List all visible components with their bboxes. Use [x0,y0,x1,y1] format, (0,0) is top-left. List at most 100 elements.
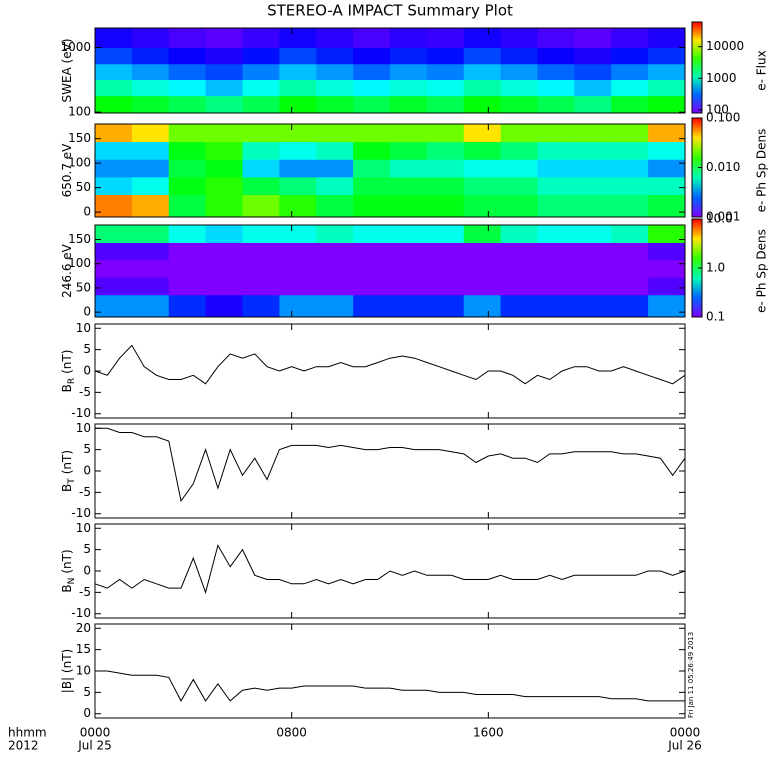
heatmap-cell [242,294,280,318]
heatmap-cell [390,176,428,195]
y-tick-label: -5 [79,585,91,599]
heatmap-cell [279,176,317,195]
heatmap-cell [205,141,243,160]
heatmap-cell [537,95,575,114]
y-axis-label-main: B [60,484,74,492]
timestamp: Fri Jan 11 05:26:49 2013 [687,632,695,718]
heatmap-cell [390,63,428,80]
data-line [95,427,686,503]
y-tick-label: 5 [83,685,91,699]
heatmap-cell [242,194,280,218]
data-line [95,670,685,702]
heatmap-cell [95,259,133,278]
colorbar-label: e- Flux [755,50,769,90]
heatmap-cell [316,47,354,65]
heatmap-cell [390,124,428,143]
heatmap-cell [353,225,391,243]
heatmap-cell [463,159,502,178]
heatmap-cell [537,277,575,296]
heatmap-cell [574,28,612,48]
heatmap-cell [390,225,428,243]
heatmap-cell [316,176,354,195]
heatmap-cell [648,294,686,318]
y-tick-label: 10 [76,664,91,678]
heatmap-cell [95,141,133,160]
colorbar-tick-label: 0.1 [706,310,725,324]
y-tick-label: 0 [83,706,91,720]
heatmap-cell [131,294,170,318]
heatmap-cell [574,124,612,143]
heatmap-cell [648,242,686,261]
heatmap-cell [574,194,612,218]
heatmap-cell [390,242,428,261]
heatmap-cell [131,79,170,97]
heatmap-cell [611,124,649,143]
heatmap-cell [500,141,538,160]
heatmap-cell [463,176,502,195]
heatmap-cell [426,95,465,114]
heatmap-cell [463,95,502,114]
heatmap-cell [500,176,538,195]
heatmap-cell [95,79,133,97]
heatmap-cell [316,242,354,261]
heatmap-cell [390,79,428,97]
y-tick-label: 5 [83,342,91,356]
heatmap-cell [500,95,538,114]
heatmap-cell [279,28,317,48]
colorbar-tick-label: 0.001 [706,210,740,224]
heatmap-cell [611,277,649,296]
heatmap-cell [537,28,575,48]
heatmap-cell [316,194,354,218]
heatmap-cell [95,95,133,114]
heatmap-cell [205,259,243,278]
heatmap-cell [426,225,465,243]
colorbar-tick-label: 10000 [706,39,744,53]
heatmap-cell [463,194,502,218]
heatmap-cell [390,159,428,178]
heatmap-cell [537,225,575,243]
heatmap-cell [131,259,170,278]
panel-frame [94,323,686,419]
heatmap-cell [648,225,686,243]
heatmap-cell [131,194,170,218]
heatmap-cell [463,63,502,80]
heatmap-cell [648,47,686,65]
y-axis-label-sub: N [67,578,77,585]
heatmap-cell [95,242,133,261]
heatmap-cell [500,124,538,143]
heatmap-cell [426,194,465,218]
heatmap-cell [648,176,686,195]
heatmap-cell [500,277,538,296]
chart-title: STEREO-A IMPACT Summary Plot [267,2,513,20]
heatmap-cell [500,259,538,278]
heatmap-cell [463,294,502,318]
heatmap-cell [500,159,538,178]
heatmap-cell [95,28,133,48]
x-tick-label: 0000 [670,726,701,740]
heatmap-cell [242,47,280,65]
heatmap-cell [95,225,133,243]
y-tick-label: 0 [83,205,91,219]
heatmap-cell [648,194,686,218]
heatmap-cell [426,259,465,278]
heatmap-cell [574,79,612,97]
heatmap-cell [574,294,612,318]
heatmap-cell [611,176,649,195]
heatmap-cell [131,159,170,178]
colorbar-label: e- Ph Sp Dens [755,129,769,213]
heatmap-cell [463,242,502,261]
heatmap-cell [426,79,465,97]
panel-frame [94,27,686,114]
heatmap-cell [426,294,465,318]
heatmap-cell [574,225,612,243]
heatmap-cell [648,159,686,178]
y-axis-label-unit: (nT) [60,350,74,374]
heatmap-cell [353,294,391,318]
heatmap-cell [611,47,649,65]
heatmap-cell [242,225,280,243]
heatmap-cell [500,294,538,318]
heatmap-cell [279,124,317,143]
heatmap-cell [316,28,354,48]
y-tick-label: 100 [68,256,91,270]
colorbar-tick-label: 100 [706,102,729,116]
